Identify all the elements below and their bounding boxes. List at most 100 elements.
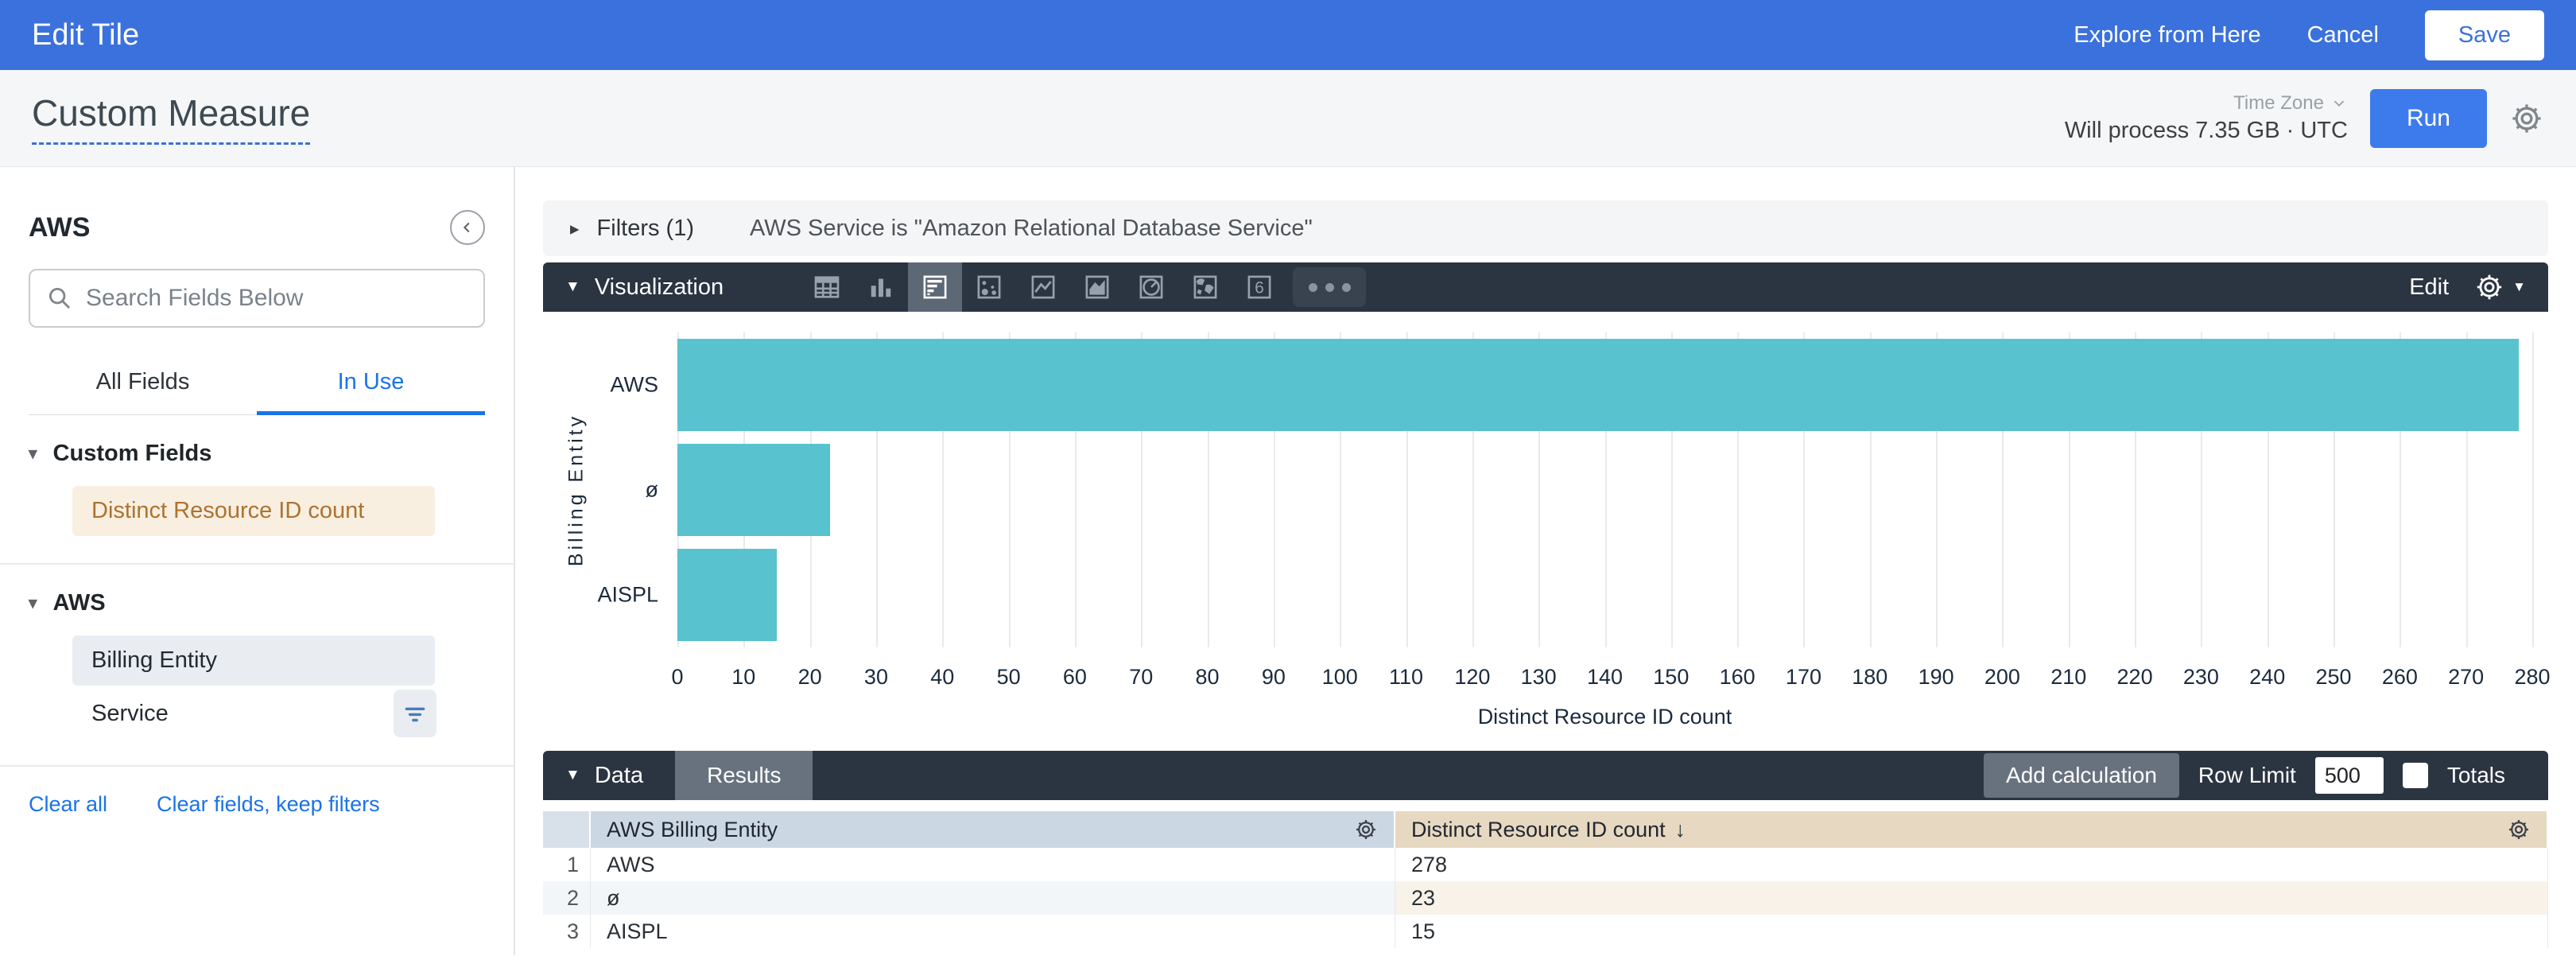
row-number-cell: 1 [543,848,591,881]
chevron-down-icon [2334,100,2345,107]
window-title: Edit Tile [32,17,140,52]
visualization-expander[interactable]: ▼ Visualization [565,274,724,301]
gridline [1141,332,1143,647]
viz-type-scatter-icon[interactable] [962,262,1016,312]
query-info: Time Zone Will process 7.35 GB · UTC [2065,92,2348,144]
explore-name: AWS [29,212,91,243]
row-number-cell: 2 [543,881,591,915]
column-gear-icon[interactable] [1354,818,1378,841]
viz-type-column-icon[interactable] [854,262,908,312]
chart-bar-AWS[interactable] [677,339,2520,431]
collapse-triangle-icon: ▾ [29,445,37,463]
viz-settings-gear-icon[interactable]: ▼ [2474,272,2526,302]
dimension-column-header[interactable]: AWS Billing Entity [591,811,1395,848]
gridline [1406,332,1408,647]
viz-type-area-icon[interactable] [1070,262,1124,312]
run-button[interactable]: Run [2369,88,2487,148]
time-zone-dropdown[interactable]: Time Zone [2233,92,2348,115]
viz-type-bar-icon[interactable] [908,262,963,312]
x-tick-label: 240 [2249,665,2286,689]
tab-all-fields[interactable]: All Fields [95,369,190,394]
divider [0,765,514,767]
measure-column-header[interactable]: Distinct Resource ID count ↓ [1395,811,2548,848]
filter-by-field-button[interactable] [394,690,436,737]
viz-type-line-icon[interactable] [1016,262,1070,312]
clear-fields-keep-filters-link[interactable]: Clear fields, keep filters [157,792,380,816]
x-tick-label: 260 [2381,665,2418,689]
clear-all-link[interactable]: Clear all [29,792,108,816]
svg-text:6: 6 [1255,278,1264,297]
filters-bar: ▸ Filters (1) AWS Service is "Amazon Rel… [543,200,2548,256]
tab-results[interactable]: Results [675,751,813,800]
x-tick-label: 10 [731,665,756,689]
table-header-row: AWS Billing Entity Distinct Resource ID … [543,811,2548,848]
add-calculation-button[interactable]: Add calculation [1984,753,2179,798]
dimension-cell[interactable]: AWS [591,848,1395,881]
gridline [2068,332,2070,647]
x-tick-label: 150 [1653,665,1690,689]
page-title[interactable]: Custom Measure [32,91,311,145]
tab-in-use[interactable]: In Use [257,369,485,415]
section-label: AWS [52,590,106,616]
gridline [1670,332,1673,647]
x-tick-label: 90 [1261,665,1286,689]
x-tick-label: 140 [1586,665,1624,689]
filters-expander[interactable]: ▸ Filters (1) [570,216,694,242]
sidebar-footer-links: Clear all Clear fields, keep filters [29,792,485,817]
search-input[interactable] [86,285,467,312]
x-tick-label: 0 [671,665,684,689]
time-zone-label: Time Zone [2233,92,2324,114]
y-category-label: ø [645,477,659,502]
x-tick-label: 210 [2050,665,2087,689]
x-tick-label: 40 [930,665,955,689]
chart-bar-AISPL[interactable] [677,549,777,641]
table-row: 1 AWS 278 [543,848,2548,881]
explore-main: ▸ Filters (1) AWS Service is "Amazon Rel… [515,167,2576,955]
viz-type-single-value-icon[interactable]: 6 [1232,262,1286,312]
row-number-column-header [543,811,591,848]
gridline [1074,332,1077,647]
viz-type-table-icon[interactable] [800,262,854,312]
field-service[interactable]: Service [91,700,169,726]
viz-type-more-options-icon[interactable] [1293,267,1367,307]
x-tick-label: 60 [1062,665,1087,689]
save-button[interactable]: Save [2424,10,2544,60]
collapse-triangle-icon: ▾ [29,594,37,612]
data-bar: ▼ Data Results Add calculation Row Limit… [543,751,2548,800]
results-table: AWS Billing Entity Distinct Resource ID … [543,811,2548,948]
data-label: Data [594,762,644,788]
row-limit-input[interactable] [2314,757,2384,794]
custom-fields-section-header[interactable]: ▾ Custom Fields [29,441,485,467]
expanded-triangle-icon: ▼ [565,278,580,295]
row-number-cell: 3 [543,915,591,948]
field-search[interactable] [29,269,485,328]
dimension-cell[interactable]: AISPL [591,915,1395,948]
measure-cell[interactable]: 23 [1395,881,2548,915]
collapse-sidebar-button[interactable] [450,210,485,245]
measure-cell[interactable]: 15 [1395,915,2548,948]
sort-desc-arrow-icon[interactable]: ↓ [1674,817,1686,841]
viz-edit-button[interactable]: Edit [2409,274,2450,300]
field-billing-entity[interactable]: Billing Entity [72,635,435,686]
column-gear-icon[interactable] [2507,818,2531,841]
data-expander[interactable]: ▼ Data [565,763,643,789]
top-bar: Edit Tile Explore from Here Cancel Save [0,0,2576,70]
gridline [2465,332,2468,647]
dimension-cell[interactable]: ø [591,881,1395,915]
gridline [1207,332,1209,647]
field-picker-sidebar: AWS All Fields In Use ▾ Custom Fields Di… [0,167,515,955]
x-axis-ticks: 0 10 20 30 40 50 60 70 80 90 100 110 120 130 140 150 160… [671,665,2550,694]
viz-type-pie-icon[interactable] [1124,262,1178,312]
field-distinct-resource-id-count[interactable]: Distinct Resource ID count [72,486,435,536]
viz-type-map-icon[interactable] [1178,262,1232,312]
measure-cell[interactable]: 278 [1395,848,2548,881]
cancel-button[interactable]: Cancel [2306,21,2379,48]
gridline [2532,332,2534,647]
explore-from-here-link[interactable]: Explore from Here [2074,21,2261,48]
settings-gear-icon[interactable] [2509,101,2544,136]
totals-checkbox[interactable] [2402,763,2428,788]
aws-section-header[interactable]: ▾ AWS [29,590,485,616]
chart-bar-ø[interactable] [677,444,830,536]
x-tick-label: 280 [2514,665,2551,689]
gridline [1869,332,1872,647]
